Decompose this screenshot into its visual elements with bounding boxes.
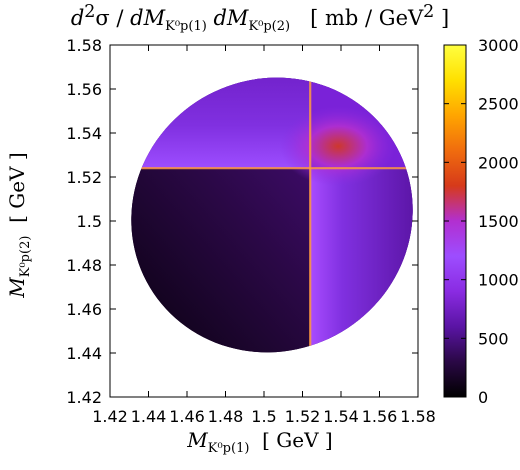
x-tick-label: 1.46 [169, 407, 205, 426]
y-tick-label: 1.46 [66, 300, 102, 319]
colorbar-tick-label: 1500 [478, 212, 519, 231]
chart-title: d2σ / dMK⁰p(1) dMK⁰p(2) [ mb / GeV2 ] [0, 2, 520, 34]
y-tick-label: 1.48 [66, 256, 102, 275]
title-units-close: ] [434, 6, 450, 30]
heatmap-top-band-region [110, 45, 311, 169]
colorbar-tick-label: 2000 [478, 153, 519, 172]
y-tick-label: 1.58 [66, 36, 102, 55]
title-sigma: σ / [95, 6, 131, 30]
title-d: d [70, 6, 85, 30]
title-sup: 2 [84, 2, 96, 22]
phase-space-region [110, 45, 418, 397]
x-tick-label: 1.56 [362, 407, 398, 426]
y-tick-label: 1.56 [66, 80, 102, 99]
title-units-sup: 2 [423, 2, 435, 22]
xlabel-unit: [ GeV ] [262, 428, 333, 452]
y-tick-label: 1.44 [66, 344, 102, 363]
y-tick-label: 1.42 [66, 388, 102, 407]
colorbar: 0 500 1000 1500 2000 2500 3000 [443, 36, 519, 407]
colorbar-tick-label: 500 [478, 329, 509, 348]
x-axis-label: MK⁰p(1) [ GeV ] [0, 428, 520, 456]
title-dm2-sub: K⁰p(2) [248, 19, 291, 35]
y-tick-label: 1.54 [66, 124, 102, 143]
x-tick-label: 1.48 [208, 407, 244, 426]
xlabel-sub: K⁰p(1) [207, 441, 250, 456]
title-dm2: dM [213, 6, 249, 30]
heatmap-low-region [110, 168, 311, 397]
heatmap-right-band-region [310, 168, 418, 397]
x-tick-label: 1.58 [400, 407, 436, 426]
colorbar-tick-label: 0 [478, 388, 488, 407]
title-dm1-sub: K⁰p(1) [165, 19, 207, 35]
x-tick-label: 1.44 [131, 407, 167, 426]
axes-layer: 1.42 1.44 1.46 1.48 1.5 1.52 1.54 1.56 1.581.421… [66, 36, 435, 426]
y-tick-label: 1.5 [77, 212, 102, 231]
heatmap-layer [110, 45, 418, 397]
y-tick-label: 1.52 [66, 168, 102, 187]
x-tick-label: 1.52 [285, 407, 321, 426]
x-tick-label: 1.5 [251, 407, 276, 426]
colorbar-tick-label: 2500 [478, 95, 519, 114]
title-units: [ mb / GeV [310, 6, 424, 30]
colorbar-tick-label: 3000 [478, 36, 519, 55]
heatmap-overlap-peak [280, 106, 397, 187]
title-dm1: dM [130, 6, 166, 30]
xlabel-m: M [187, 428, 208, 452]
x-tick-label: 1.54 [323, 407, 359, 426]
colorbar-tick-label: 1000 [478, 271, 519, 290]
x-tick-label: 1.42 [92, 407, 128, 426]
